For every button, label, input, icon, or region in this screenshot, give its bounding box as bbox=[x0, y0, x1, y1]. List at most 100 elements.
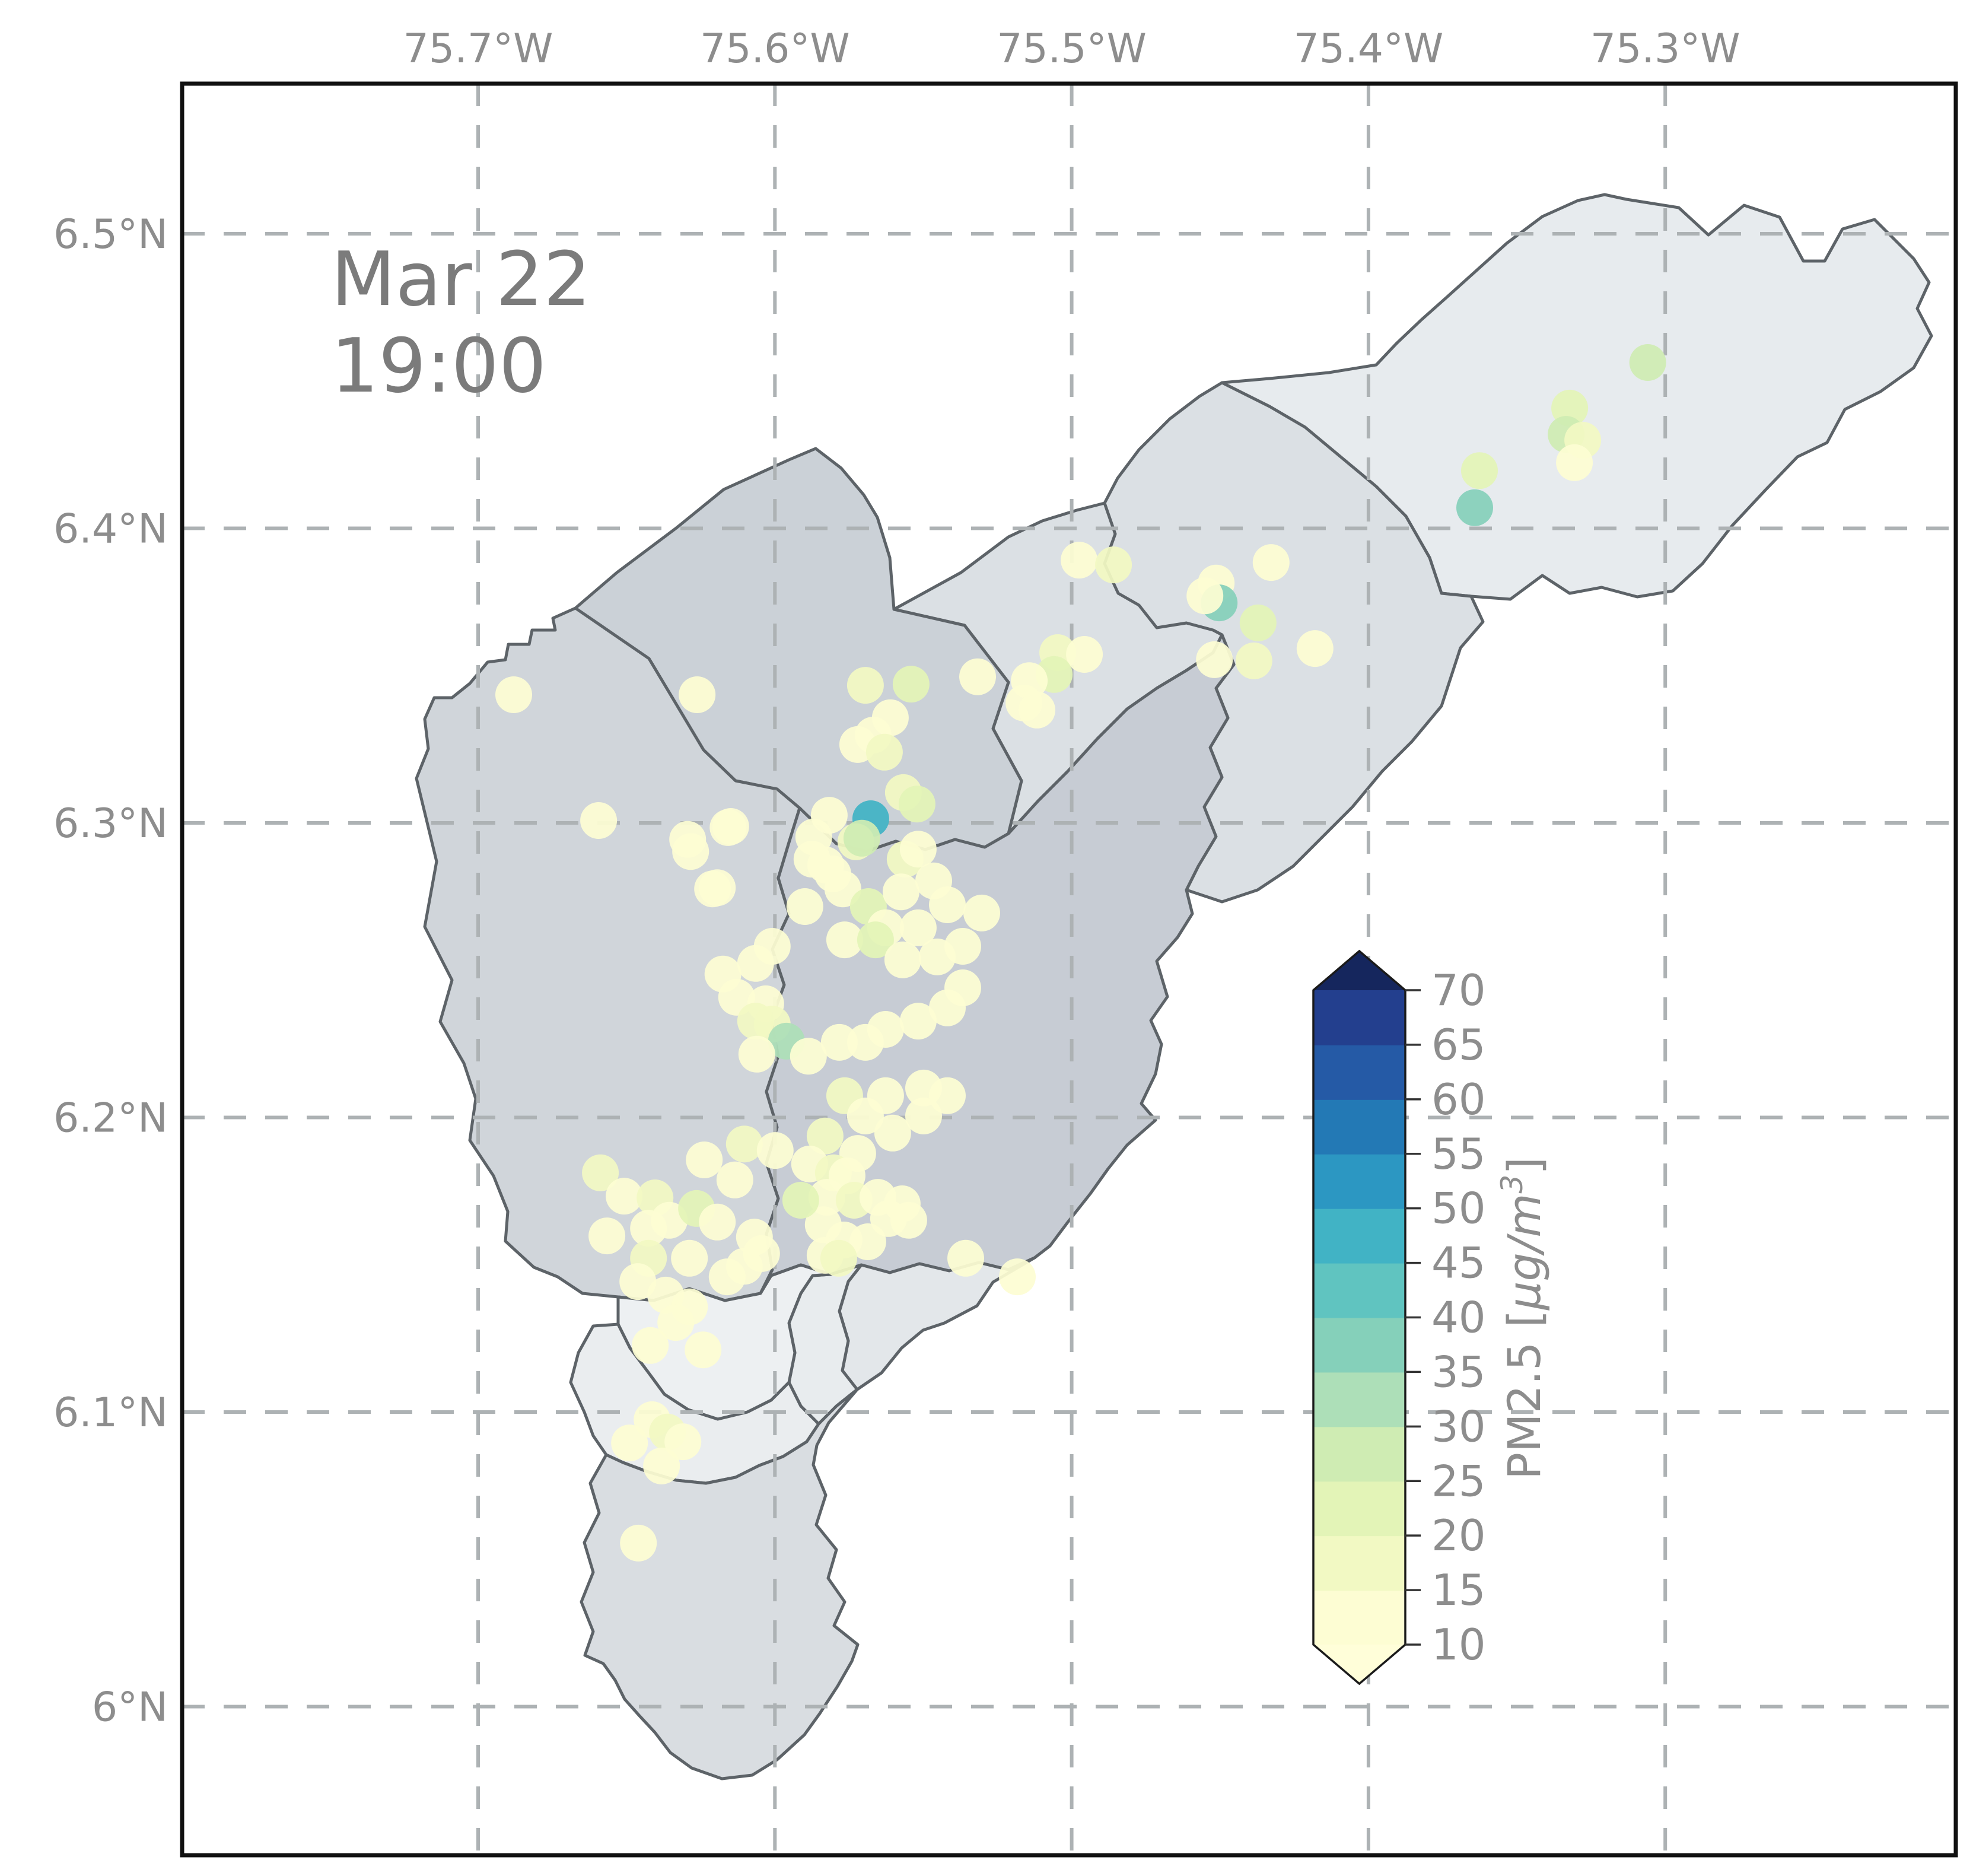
pm25-point bbox=[806, 1117, 844, 1155]
pm25-point bbox=[947, 1239, 984, 1277]
colorbar-band bbox=[1313, 1590, 1405, 1645]
pm25-point bbox=[1019, 691, 1056, 729]
lat-tick-label: 6.3°N bbox=[53, 800, 168, 847]
pm25-point bbox=[999, 1258, 1036, 1296]
colorbar-tick-label: 20 bbox=[1431, 1511, 1486, 1560]
pm25-point bbox=[611, 1425, 648, 1462]
pm25-point bbox=[495, 676, 532, 713]
lon-tick-label: 75.5°W bbox=[997, 26, 1147, 72]
colorbar-tick-label: 35 bbox=[1431, 1347, 1486, 1397]
pm25-point bbox=[709, 809, 747, 846]
colorbar-band bbox=[1313, 1263, 1405, 1318]
pm25-point bbox=[672, 833, 709, 870]
pm25-point bbox=[865, 733, 903, 771]
pm25-point bbox=[867, 1011, 904, 1048]
pm25-point bbox=[582, 1154, 619, 1191]
pm25-point bbox=[708, 1258, 746, 1296]
pm25-point bbox=[963, 894, 1000, 931]
pm25-point bbox=[685, 1331, 722, 1369]
pm25-point bbox=[1186, 577, 1224, 615]
pm25-point bbox=[898, 786, 935, 823]
lon-tick-label: 75.7°W bbox=[403, 26, 553, 72]
pm25-point bbox=[671, 1239, 708, 1277]
pm25-point bbox=[1461, 452, 1498, 489]
pm25-point bbox=[1296, 630, 1334, 667]
colorbar-band bbox=[1313, 1099, 1405, 1155]
timestamp-line1: Mar 22 bbox=[331, 236, 591, 323]
colorbar-tick-label: 50 bbox=[1431, 1184, 1486, 1233]
lon-tick-label: 75.6°W bbox=[700, 26, 850, 72]
lon-tick-label: 75.4°W bbox=[1294, 26, 1444, 72]
pm25-point bbox=[679, 676, 716, 713]
pm25-point bbox=[694, 870, 731, 908]
pm25-point bbox=[699, 1203, 736, 1241]
pm25-point bbox=[725, 1125, 763, 1163]
lat-tick-label: 6.4°N bbox=[53, 506, 168, 553]
pm25-point bbox=[884, 941, 921, 978]
pm25-point bbox=[847, 1098, 884, 1134]
plot-border bbox=[180, 81, 1958, 1858]
pm25-point bbox=[1095, 546, 1132, 584]
colorbar-tick-label: 25 bbox=[1431, 1456, 1486, 1506]
pm25-point bbox=[944, 969, 981, 1006]
pm25-point bbox=[737, 945, 774, 982]
pm25-point bbox=[756, 1132, 794, 1169]
pm25-point bbox=[1061, 542, 1098, 579]
pm25-point bbox=[857, 921, 894, 959]
colorbar-tick-label: 40 bbox=[1431, 1293, 1486, 1343]
pm25-point bbox=[657, 1304, 695, 1341]
colorbar-band bbox=[1313, 1535, 1405, 1591]
pm25-point bbox=[632, 1327, 669, 1364]
colorbar-tick-label: 45 bbox=[1431, 1238, 1486, 1288]
pm25-point bbox=[1239, 604, 1277, 641]
colorbar-band bbox=[1313, 990, 1405, 1045]
pm25-point bbox=[643, 1447, 680, 1484]
pm25-point bbox=[580, 802, 618, 839]
pm25-point bbox=[929, 1077, 966, 1114]
lat-tick-label: 6°N bbox=[92, 1684, 168, 1731]
pm25-point bbox=[1629, 344, 1666, 381]
pm25-point bbox=[1066, 636, 1103, 673]
pm25-point bbox=[899, 909, 937, 946]
timestamp-line2: 19:00 bbox=[331, 322, 546, 409]
lat-tick-label: 6.1°N bbox=[53, 1389, 168, 1436]
pm25-point bbox=[1252, 544, 1290, 581]
colorbar-tick-label: 15 bbox=[1431, 1565, 1486, 1615]
colorbar-over-arrow bbox=[1313, 951, 1405, 990]
pm25-point bbox=[782, 1182, 819, 1219]
colorbar-band bbox=[1313, 1153, 1405, 1209]
lat-tick-label: 6.2°N bbox=[53, 1095, 168, 1142]
pm25-point bbox=[899, 1003, 937, 1040]
colorbar-band bbox=[1313, 1044, 1405, 1100]
pm25-point bbox=[620, 1524, 657, 1562]
pm25-point bbox=[619, 1263, 657, 1301]
pm25-point bbox=[890, 1201, 927, 1239]
pm25-point bbox=[738, 1035, 775, 1073]
pm25-point bbox=[892, 666, 930, 703]
latitude-axis-labels: 6.5°N 6.4°N 6.3°N 6.2°N 6.1°N 6°N bbox=[53, 211, 168, 1731]
pm25-point bbox=[843, 819, 880, 857]
municipality-boundary-lines bbox=[1103, 503, 1223, 637]
map-regions bbox=[415, 193, 1933, 1780]
pm25-point bbox=[882, 873, 919, 911]
lat-tick-label: 6.5°N bbox=[53, 211, 168, 258]
pm25-point bbox=[664, 1423, 702, 1461]
colorbar-tick-label: 30 bbox=[1431, 1401, 1486, 1451]
region-south-tail bbox=[580, 1388, 860, 1780]
pm25-point bbox=[1456, 489, 1493, 526]
pm25-point bbox=[1556, 444, 1593, 481]
pm25-point bbox=[826, 921, 863, 959]
colorbar-band bbox=[1313, 1426, 1405, 1482]
pm25-point bbox=[929, 886, 966, 923]
pm25-point bbox=[944, 928, 981, 965]
pm25-point bbox=[790, 1038, 827, 1075]
colorbar-tick-label: 10 bbox=[1431, 1620, 1486, 1670]
lon-tick-label: 75.3°W bbox=[1590, 26, 1740, 72]
pm25-point bbox=[606, 1178, 643, 1215]
pm25-scatter-points bbox=[495, 344, 1666, 1562]
colorbar-tick-label: 65 bbox=[1431, 1020, 1486, 1070]
colorbar-band bbox=[1313, 1317, 1405, 1373]
colorbar-band bbox=[1313, 1208, 1405, 1264]
